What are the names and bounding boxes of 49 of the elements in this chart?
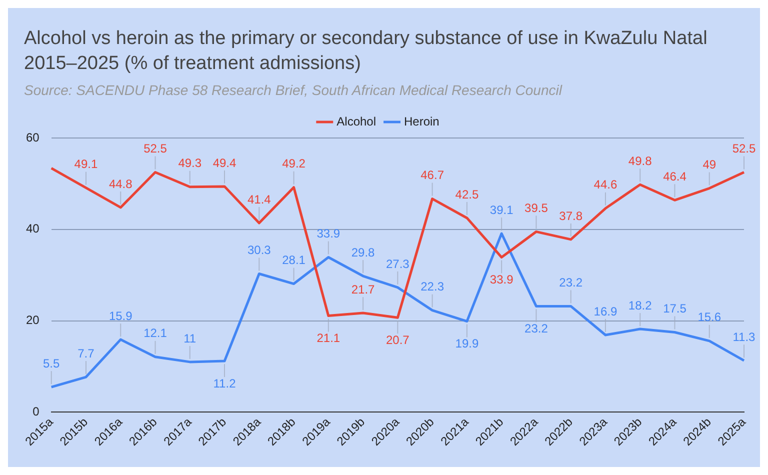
data-label: 21.1 <box>316 331 340 346</box>
data-label: 52.5 <box>732 142 756 156</box>
data-label: 42.5 <box>455 187 479 202</box>
data-label: 17.5 <box>663 302 687 316</box>
data-label: 33.9 <box>316 226 340 241</box>
data-label: 49.2 <box>282 156 306 171</box>
data-label: 18.2 <box>628 298 652 312</box>
chart-title: Alcohol vs heroin as the primary or secondary substance of use in KwaZulu Natal 2015–2025 (% of treatment admissions) <box>23 27 708 76</box>
data-label: 21.7 <box>351 282 376 296</box>
data-label: 44.8 <box>108 176 133 191</box>
y-tick-label: 20 <box>26 313 40 328</box>
legend-label: Heroin <box>404 114 440 128</box>
data-label: 23.2 <box>524 322 548 336</box>
data-label: 16.9 <box>594 304 618 318</box>
data-label: 7.7 <box>78 346 95 360</box>
source-note: Source: SACENDU Phase 58 Research Brief, South African Medical Research Council <box>23 82 564 98</box>
data-label: 49.4 <box>212 156 237 170</box>
data-label: 5.5 <box>43 356 60 370</box>
data-label: 39.1 <box>490 202 514 217</box>
data-label: 39.5 <box>524 201 548 216</box>
data-label: 12.1 <box>144 326 168 340</box>
data-label: 46.7 <box>420 168 444 182</box>
data-label: 49 <box>702 158 716 172</box>
data-label: 49.8 <box>628 154 652 168</box>
data-label: 20.7 <box>386 332 410 347</box>
data-label: 22.3 <box>420 280 444 294</box>
data-label: 29.8 <box>351 245 376 260</box>
data-label: 11 <box>184 331 196 346</box>
data-label: 27.3 <box>386 256 410 271</box>
data-label: 19.9 <box>455 336 479 351</box>
y-tick-label: 60 <box>26 130 40 144</box>
legend-label: Alcohol <box>336 114 376 128</box>
data-label: 15.6 <box>698 310 722 324</box>
data-label: 46.4 <box>663 169 687 184</box>
data-label: 23.2 <box>559 276 583 290</box>
y-tick-label: 40 <box>26 222 40 236</box>
data-label: 30.3 <box>247 243 272 258</box>
data-label: 33.9 <box>490 272 514 287</box>
data-label: 15.9 <box>108 308 133 323</box>
data-label: 44.6 <box>594 178 618 192</box>
data-label: 11.2 <box>213 376 236 390</box>
data-label: 52.5 <box>144 142 168 156</box>
data-label: 49.3 <box>178 156 202 170</box>
data-label: 49.1 <box>74 157 98 172</box>
data-label: 37.8 <box>559 208 583 223</box>
data-label: 28.1 <box>282 253 306 268</box>
data-label: 41.4 <box>247 192 272 206</box>
data-label: 11.3 <box>732 330 756 344</box>
y-tick-label: 0 <box>32 404 40 419</box>
